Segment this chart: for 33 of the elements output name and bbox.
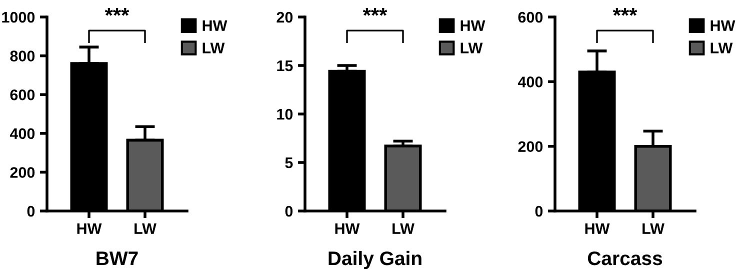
x-tick-label: HW: [77, 223, 102, 234]
legend-label: LW: [710, 42, 733, 54]
y-tick-label: 1000: [2, 12, 35, 23]
y-tick-label: 0: [285, 206, 293, 217]
legend-label: LW: [460, 42, 483, 54]
legend-label: HW: [202, 20, 228, 31]
y-tick-label: 600: [518, 12, 543, 23]
x-axis-title: BW7: [96, 252, 138, 266]
legend-label: LW: [202, 42, 225, 54]
text: ***: [362, 8, 388, 16]
text: ***: [104, 8, 130, 16]
x-tick-label: LW: [134, 223, 156, 234]
y-tick-label: 5: [285, 158, 293, 168]
y-tick-label: 400: [10, 128, 35, 140]
x-axis-title: Daily Gain: [328, 250, 422, 270]
x-tick-label: HW: [585, 223, 610, 234]
y-tick-label: 600: [10, 89, 35, 100]
y-tick-label: 20: [276, 12, 293, 23]
x-tick-label: HW: [335, 223, 360, 234]
x-tick-label: LW: [642, 223, 664, 234]
y-tick-label: 400: [518, 76, 543, 88]
x-axis-title: Carcass: [588, 251, 662, 266]
y-tick-label: 800: [10, 50, 35, 62]
y-tick-label: 0: [27, 206, 35, 217]
y-tick-label: 10: [277, 108, 293, 120]
y-tick-label: 200: [518, 141, 543, 152]
text: ***: [612, 8, 638, 16]
legend-label: HW: [460, 20, 486, 31]
y-tick-label: 200: [10, 167, 35, 178]
y-tick-label: 0: [535, 206, 543, 217]
legend-label: HW: [710, 20, 736, 31]
x-tick-label: LW: [392, 223, 414, 234]
y-tick-label: 15: [277, 60, 293, 72]
